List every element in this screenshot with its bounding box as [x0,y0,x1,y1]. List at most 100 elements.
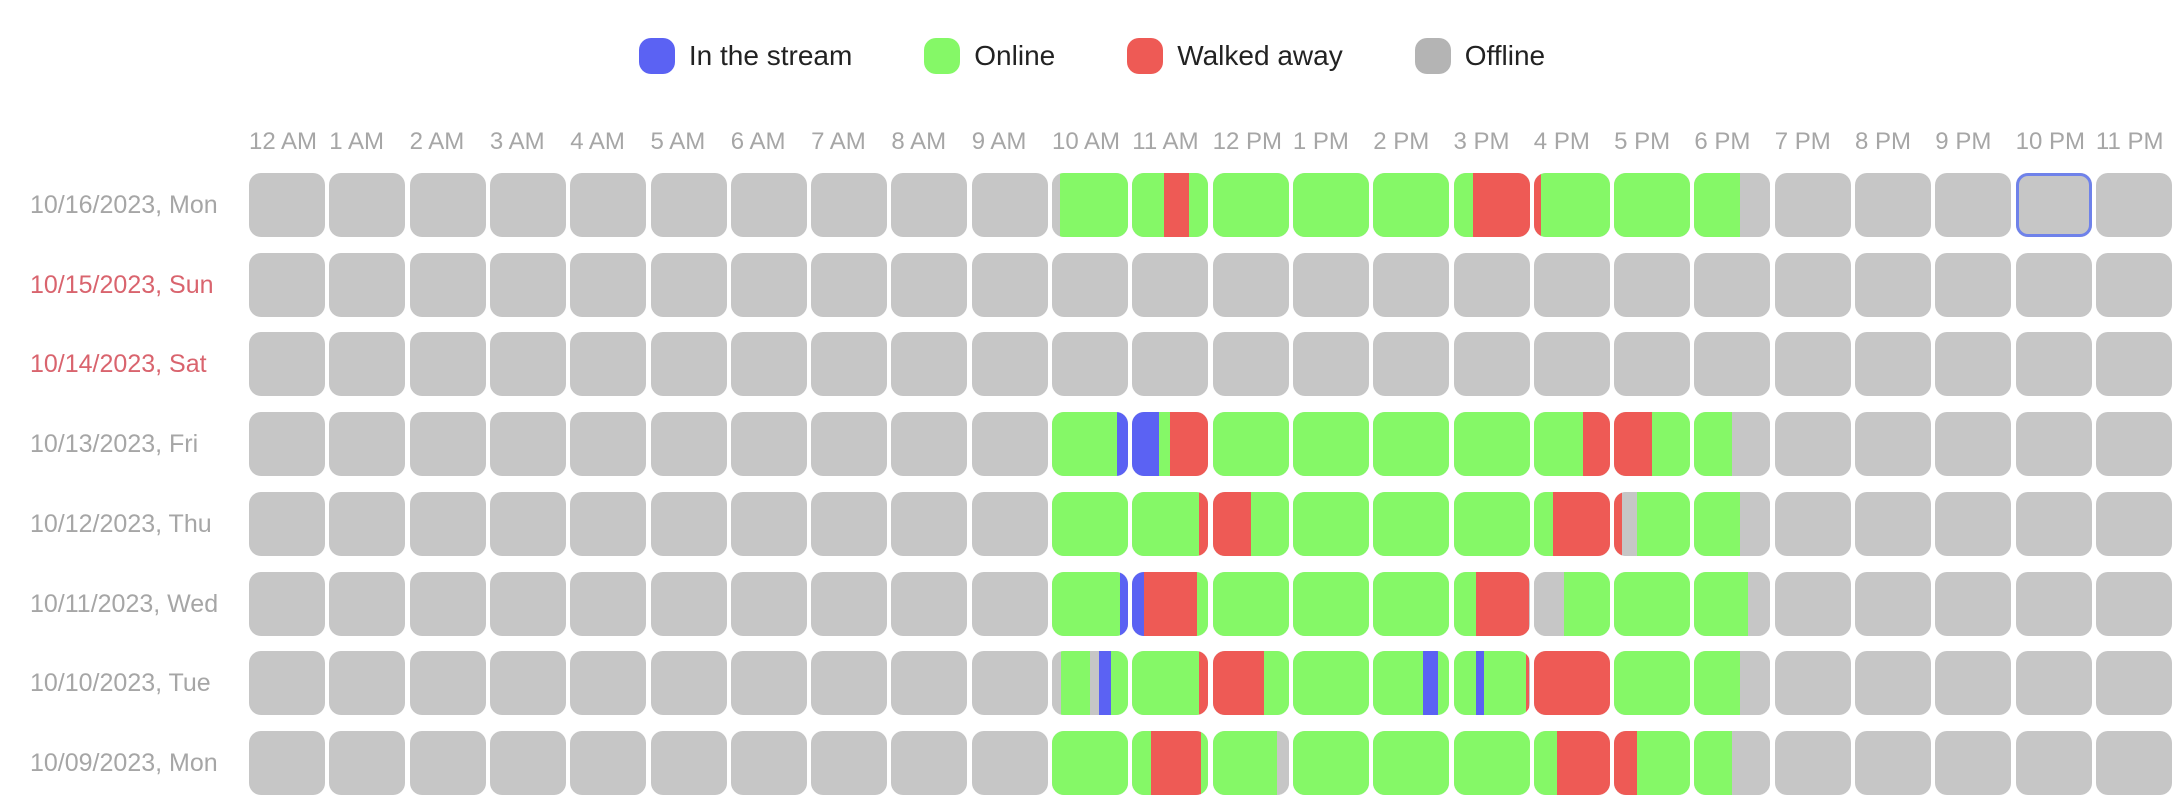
hour-cell[interactable] [730,412,807,477]
hour-cell[interactable] [971,252,1048,317]
hour-cell[interactable] [1774,252,1851,317]
hour-cell[interactable] [1052,730,1128,795]
hour-cell[interactable] [2015,651,2092,716]
hour-cell[interactable] [891,412,968,477]
hour-cell[interactable] [1453,651,1530,716]
hour-cell[interactable] [2015,332,2092,397]
hour-cell[interactable] [1855,571,1931,636]
hour-cell[interactable] [1373,730,1450,795]
hour-cell[interactable] [1373,412,1450,477]
hour-cell[interactable] [2095,730,2172,795]
hour-cell[interactable] [1052,173,1128,237]
hour-cell[interactable] [650,491,727,556]
hour-cell[interactable] [650,332,727,397]
hour-cell[interactable] [730,571,807,636]
hour-cell[interactable] [1132,730,1209,795]
hour-cell[interactable] [1614,252,1691,317]
hour-cell[interactable] [1533,491,1610,556]
hour-cell[interactable] [249,412,325,477]
hour-cell[interactable] [1373,651,1450,716]
hour-cell[interactable] [730,651,807,716]
legend-item-offline[interactable]: Offline [1414,38,1545,74]
hour-cell[interactable] [409,412,486,477]
hour-cell[interactable] [1052,412,1128,477]
hour-cell[interactable] [249,173,325,237]
hour-cell[interactable] [1212,491,1289,556]
hour-cell[interactable] [811,252,888,317]
hour-cell[interactable] [1614,651,1691,716]
hour-cell[interactable] [1774,491,1851,556]
hour-cell[interactable] [249,332,325,397]
hour-cell[interactable] [1052,252,1128,317]
hour-cell[interactable] [1212,730,1289,795]
hour-cell[interactable] [1694,252,1771,317]
hour-cell[interactable] [249,491,325,556]
hour-cell[interactable] [489,651,566,716]
hour-cell[interactable] [2015,412,2092,477]
hour-cell[interactable] [1052,332,1128,397]
hour-cell[interactable] [329,332,406,397]
hour-cell[interactable] [1694,491,1771,556]
hour-cell[interactable] [1935,252,2012,317]
hour-cell[interactable] [2095,252,2172,317]
hour-cell[interactable] [2095,332,2172,397]
hour-cell[interactable] [1453,332,1530,397]
hour-cell[interactable] [489,173,566,237]
hour-cell[interactable] [1935,571,2012,636]
hour-cell[interactable] [650,571,727,636]
hour-cell[interactable] [1373,332,1450,397]
hour-cell[interactable] [1453,491,1530,556]
hour-cell[interactable] [891,651,968,716]
hour-cell[interactable] [650,730,727,795]
hour-cell[interactable] [891,252,968,317]
hour-cell[interactable] [570,571,647,636]
hour-cell[interactable] [1533,332,1610,397]
hour-cell[interactable] [1292,412,1369,477]
hour-cell[interactable] [650,651,727,716]
hour-cell[interactable] [891,730,968,795]
hour-cell[interactable] [489,252,566,317]
hour-cell[interactable] [1212,412,1289,477]
hour-cell[interactable] [971,332,1048,397]
hour-cell[interactable] [489,412,566,477]
hour-cell[interactable] [1614,491,1691,556]
hour-cell[interactable] [1774,173,1851,237]
hour-cell[interactable] [1373,173,1450,237]
hour-cell[interactable] [730,332,807,397]
hour-cell[interactable] [409,332,486,397]
hour-cell[interactable] [1453,571,1530,636]
hour-cell[interactable] [1855,491,1931,556]
hour-cell[interactable] [1212,651,1289,716]
hour-cell[interactable] [1453,730,1530,795]
hour-cell[interactable] [1052,571,1128,636]
hour-cell[interactable] [489,730,566,795]
hour-cell[interactable] [249,651,325,716]
hour-cell[interactable] [1132,412,1209,477]
hour-cell[interactable] [489,571,566,636]
hour-cell[interactable] [570,730,647,795]
hour-cell[interactable] [1533,651,1610,716]
hour-cell[interactable] [2095,571,2172,636]
hour-cell[interactable] [409,252,486,317]
hour-cell[interactable] [811,651,888,716]
hour-cell[interactable] [811,730,888,795]
hour-cell[interactable] [1774,730,1851,795]
hour-cell[interactable] [971,651,1048,716]
hour-cell[interactable] [570,412,647,477]
hour-cell[interactable] [1292,571,1369,636]
hour-cell[interactable] [329,491,406,556]
hour-cell[interactable] [329,173,406,237]
hour-cell[interactable] [1212,252,1289,317]
hour-cell[interactable] [891,571,968,636]
hour-cell[interactable] [1132,571,1209,636]
hour-cell[interactable] [650,412,727,477]
hour-cell[interactable] [1694,730,1771,795]
hour-cell[interactable] [570,651,647,716]
hour-cell[interactable] [1614,730,1691,795]
hour-cell[interactable] [2095,651,2172,716]
hour-cell[interactable] [1533,252,1610,317]
hour-cell[interactable] [329,651,406,716]
hour-cell[interactable] [1614,412,1691,477]
hour-cell[interactable] [971,491,1048,556]
hour-cell[interactable] [1774,332,1851,397]
